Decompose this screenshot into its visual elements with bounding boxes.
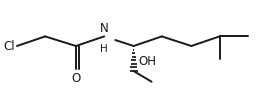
Text: OH: OH — [139, 55, 157, 68]
Text: O: O — [71, 72, 81, 85]
Text: N: N — [100, 22, 108, 35]
Text: H: H — [100, 44, 108, 54]
Text: Cl: Cl — [3, 40, 15, 52]
